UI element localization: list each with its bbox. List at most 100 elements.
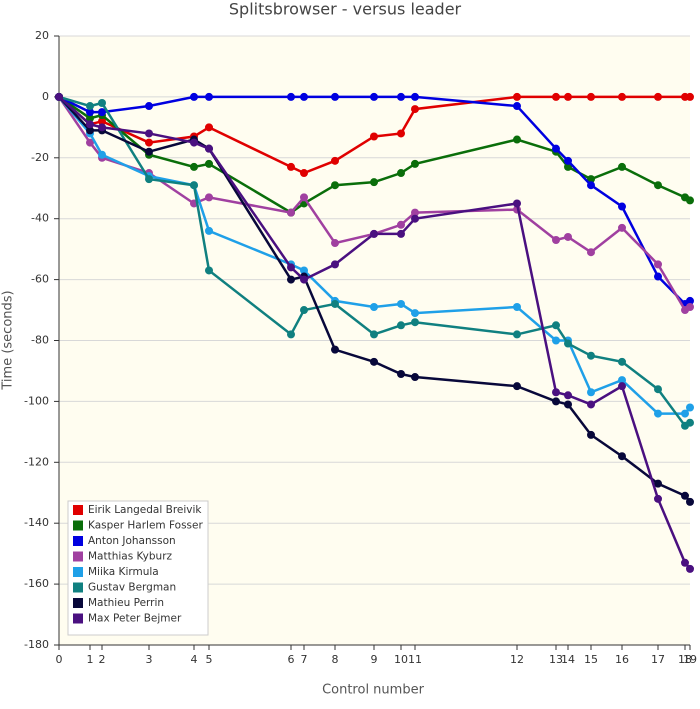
data-point: [370, 229, 378, 238]
data-point: [300, 266, 308, 275]
data-point: [86, 108, 94, 117]
data-point: [654, 272, 662, 281]
data-point: [686, 92, 694, 101]
data-point: [190, 138, 198, 147]
y-axis-label: Time (seconds): [1, 290, 16, 390]
legend-label: Max Peter Bejmer: [88, 613, 182, 625]
data-point: [331, 260, 339, 269]
x-tick-label: 18: [678, 653, 692, 666]
data-point: [654, 92, 662, 101]
data-point: [513, 102, 521, 111]
series-line: [58, 95, 691, 306]
data-point: [145, 175, 153, 184]
data-point: [654, 385, 662, 394]
data-point: [300, 193, 308, 202]
data-point: [397, 321, 405, 330]
data-point: [331, 181, 339, 190]
legend-label: Matthias Kyburz: [88, 551, 173, 563]
legend-label: Kasper Harlem Fosser: [88, 520, 203, 532]
data-point: [681, 409, 689, 418]
data-point: [686, 497, 694, 506]
data-point: [55, 92, 63, 101]
legend-swatch: [73, 598, 83, 608]
data-point: [300, 306, 308, 315]
data-point: [370, 303, 378, 312]
data-point: [654, 181, 662, 190]
data-point: [552, 397, 560, 406]
data-point: [397, 92, 405, 101]
x-tick-label: 10: [394, 653, 408, 666]
data-point: [686, 564, 694, 573]
data-point: [618, 92, 626, 101]
data-point: [397, 220, 405, 229]
series-line: [58, 95, 691, 570]
data-point: [205, 159, 213, 168]
data-point: [287, 275, 295, 284]
data-point: [618, 376, 626, 385]
series-line: [58, 95, 691, 215]
data-point: [411, 159, 419, 168]
data-point: [564, 400, 572, 409]
legend-swatch: [73, 505, 83, 515]
data-point: [205, 226, 213, 235]
data-point: [564, 339, 572, 348]
x-tick-label: 12: [510, 653, 524, 666]
data-point: [513, 382, 521, 391]
legend-label: Miika Kirmula: [88, 566, 159, 578]
data-point: [513, 199, 521, 208]
data-point: [618, 162, 626, 171]
data-point: [331, 345, 339, 354]
data-point: [287, 92, 295, 101]
data-point: [618, 357, 626, 366]
data-point: [564, 232, 572, 241]
legend-box: [67, 500, 209, 636]
data-point: [564, 92, 572, 101]
x-tick-label: 4: [191, 653, 198, 666]
legend-swatch: [73, 520, 83, 531]
data-point: [587, 175, 595, 184]
data-point: [686, 303, 694, 312]
data-point: [205, 92, 213, 101]
data-point: [287, 162, 295, 171]
x-tick-label: 11: [408, 653, 422, 666]
data-point: [411, 214, 419, 223]
legend-swatch: [73, 536, 83, 546]
y-tick-label: -160: [24, 577, 49, 590]
series-line: [58, 96, 691, 415]
data-point: [654, 260, 662, 269]
data-point: [397, 129, 405, 138]
data-point: [86, 126, 94, 135]
data-point: [552, 144, 560, 153]
data-point: [654, 409, 662, 418]
data-point: [618, 382, 626, 391]
x-tick-label: 3: [146, 653, 153, 666]
data-point: [587, 430, 595, 439]
data-point: [98, 108, 106, 117]
data-point: [98, 123, 106, 132]
data-point: [513, 135, 521, 144]
y-tick-label: -80: [31, 334, 49, 347]
x-tick-label: 0: [56, 653, 63, 666]
data-point: [331, 156, 339, 165]
data-point: [513, 92, 521, 101]
legend-label: Eirik Langedal Breivik: [88, 504, 202, 516]
data-point: [411, 92, 419, 101]
data-point: [587, 388, 595, 397]
data-point: [681, 491, 689, 500]
data-point: [411, 309, 419, 318]
x-tick-label: 14: [561, 653, 575, 666]
data-point: [300, 92, 308, 101]
data-point: [205, 193, 213, 202]
series-line: [58, 96, 691, 503]
data-point: [86, 102, 94, 111]
y-tick-label: -120: [24, 455, 49, 468]
data-point: [331, 239, 339, 248]
data-point: [331, 92, 339, 101]
data-point: [397, 229, 405, 238]
x-tick-label: 13: [549, 653, 563, 666]
y-tick-label: -180: [24, 638, 49, 651]
data-point: [331, 299, 339, 308]
data-point: [681, 558, 689, 567]
data-point: [145, 138, 153, 147]
x-tick-label: 8: [332, 653, 339, 666]
